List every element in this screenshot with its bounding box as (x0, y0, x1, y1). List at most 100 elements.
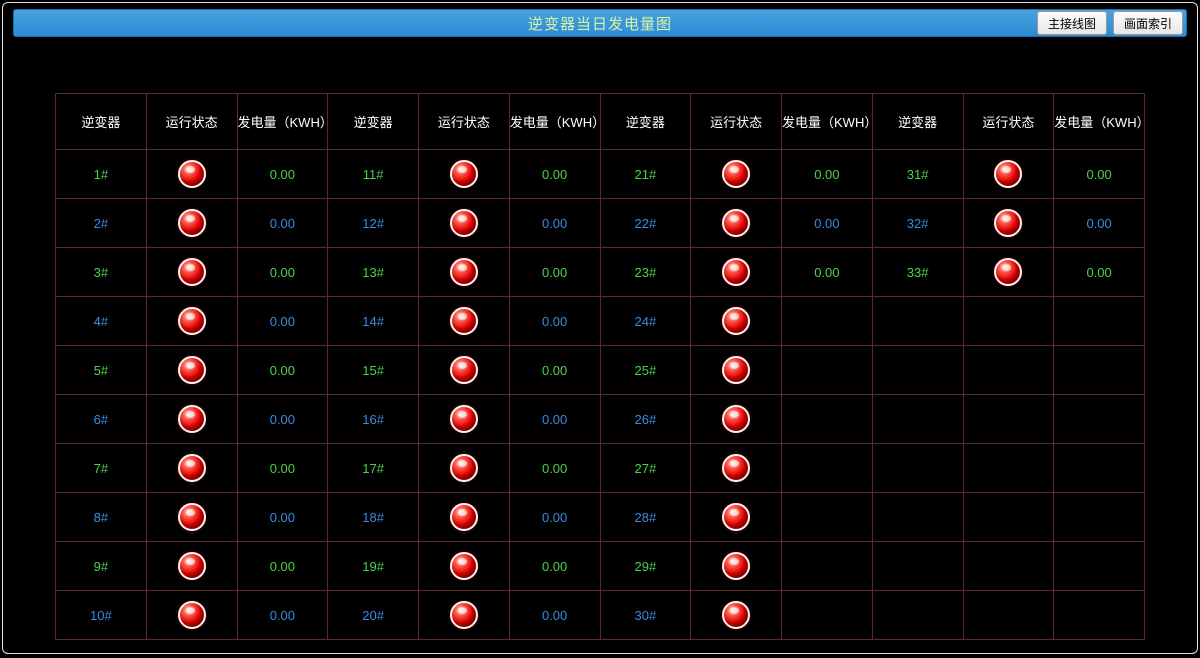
kwh-cell (782, 297, 873, 346)
status-cell (146, 591, 237, 640)
status-cell (691, 199, 782, 248)
inverter-id-cell: 17# (328, 444, 419, 493)
status-cell (691, 395, 782, 444)
status-cell (146, 297, 237, 346)
col-kwh: 发电量（KWH） (509, 94, 600, 150)
kwh-cell: 0.00 (1054, 150, 1145, 199)
table-row: 3#0.0013#0.0023#0.0033#0.00 (56, 248, 1145, 297)
table-row: 8#0.0018#0.0028# (56, 493, 1145, 542)
status-cell (963, 199, 1054, 248)
inverter-id-cell: 12# (328, 199, 419, 248)
status-cell (419, 444, 510, 493)
status-cell (691, 493, 782, 542)
status-cell (963, 297, 1054, 346)
status-cell (691, 542, 782, 591)
status-led-icon (722, 160, 750, 188)
inverter-id-cell: 9# (56, 542, 147, 591)
col-status: 运行状态 (146, 94, 237, 150)
kwh-cell: 0.00 (1054, 248, 1145, 297)
page-title: 逆变器当日发电量图 (528, 13, 672, 34)
kwh-cell: 0.00 (509, 591, 600, 640)
titlebar: 逆变器当日发电量图 (13, 9, 1187, 37)
main-wiring-button[interactable]: 主接线图 (1037, 11, 1107, 35)
status-cell (419, 346, 510, 395)
table-row: 2#0.0012#0.0022#0.0032#0.00 (56, 199, 1145, 248)
status-led-icon (178, 552, 206, 580)
status-led-icon (450, 405, 478, 433)
kwh-cell (782, 346, 873, 395)
status-led-icon (994, 258, 1022, 286)
kwh-cell (1054, 346, 1145, 395)
status-cell (691, 297, 782, 346)
top-button-group: 主接线图 画面索引 (1037, 11, 1183, 35)
inverter-id-cell: 27# (600, 444, 691, 493)
status-led-icon (450, 552, 478, 580)
inverter-id-cell: 11# (328, 150, 419, 199)
status-cell (691, 346, 782, 395)
inverter-id-cell: 15# (328, 346, 419, 395)
inverter-id-cell (872, 395, 963, 444)
status-cell (146, 493, 237, 542)
status-cell (146, 444, 237, 493)
inverter-id-cell: 2# (56, 199, 147, 248)
inverter-id-cell: 6# (56, 395, 147, 444)
inverter-id-cell (872, 297, 963, 346)
kwh-cell: 0.00 (237, 248, 328, 297)
kwh-cell: 0.00 (509, 199, 600, 248)
status-led-icon (722, 356, 750, 384)
kwh-cell (1054, 297, 1145, 346)
status-cell (963, 444, 1054, 493)
inverter-id-cell: 10# (56, 591, 147, 640)
status-cell (691, 150, 782, 199)
col-inverter: 逆变器 (600, 94, 691, 150)
kwh-cell: 0.00 (237, 150, 328, 199)
kwh-cell (782, 493, 873, 542)
status-led-icon (722, 552, 750, 580)
inverter-id-cell: 7# (56, 444, 147, 493)
inverter-id-cell: 16# (328, 395, 419, 444)
status-cell (691, 444, 782, 493)
kwh-cell: 0.00 (509, 297, 600, 346)
status-cell (691, 591, 782, 640)
kwh-cell: 0.00 (782, 248, 873, 297)
inverter-id-cell (872, 493, 963, 542)
col-inverter: 逆变器 (56, 94, 147, 150)
kwh-cell: 0.00 (1054, 199, 1145, 248)
status-cell (963, 542, 1054, 591)
kwh-cell (1054, 493, 1145, 542)
inverter-id-cell: 28# (600, 493, 691, 542)
status-cell (146, 542, 237, 591)
status-cell (963, 591, 1054, 640)
inverter-id-cell: 30# (600, 591, 691, 640)
status-led-icon (178, 307, 206, 335)
status-cell (146, 199, 237, 248)
status-cell (419, 542, 510, 591)
kwh-cell: 0.00 (237, 346, 328, 395)
kwh-cell (1054, 444, 1145, 493)
status-led-icon (178, 454, 206, 482)
kwh-cell: 0.00 (782, 199, 873, 248)
status-cell (419, 591, 510, 640)
status-led-icon (722, 454, 750, 482)
table-row: 6#0.0016#0.0026# (56, 395, 1145, 444)
table-row: 9#0.0019#0.0029# (56, 542, 1145, 591)
inverter-id-cell: 1# (56, 150, 147, 199)
status-cell (963, 493, 1054, 542)
status-cell (146, 150, 237, 199)
status-cell (963, 346, 1054, 395)
kwh-cell: 0.00 (237, 199, 328, 248)
inverter-id-cell: 3# (56, 248, 147, 297)
table-row: 10#0.0020#0.0030# (56, 591, 1145, 640)
status-led-icon (450, 160, 478, 188)
status-led-icon (178, 209, 206, 237)
screen-index-button[interactable]: 画面索引 (1113, 11, 1183, 35)
status-cell (419, 248, 510, 297)
status-cell (691, 248, 782, 297)
inverter-id-cell: 22# (600, 199, 691, 248)
col-status: 运行状态 (419, 94, 510, 150)
status-led-icon (450, 307, 478, 335)
table-row: 5#0.0015#0.0025# (56, 346, 1145, 395)
status-led-icon (178, 405, 206, 433)
kwh-cell: 0.00 (237, 493, 328, 542)
status-cell (419, 395, 510, 444)
